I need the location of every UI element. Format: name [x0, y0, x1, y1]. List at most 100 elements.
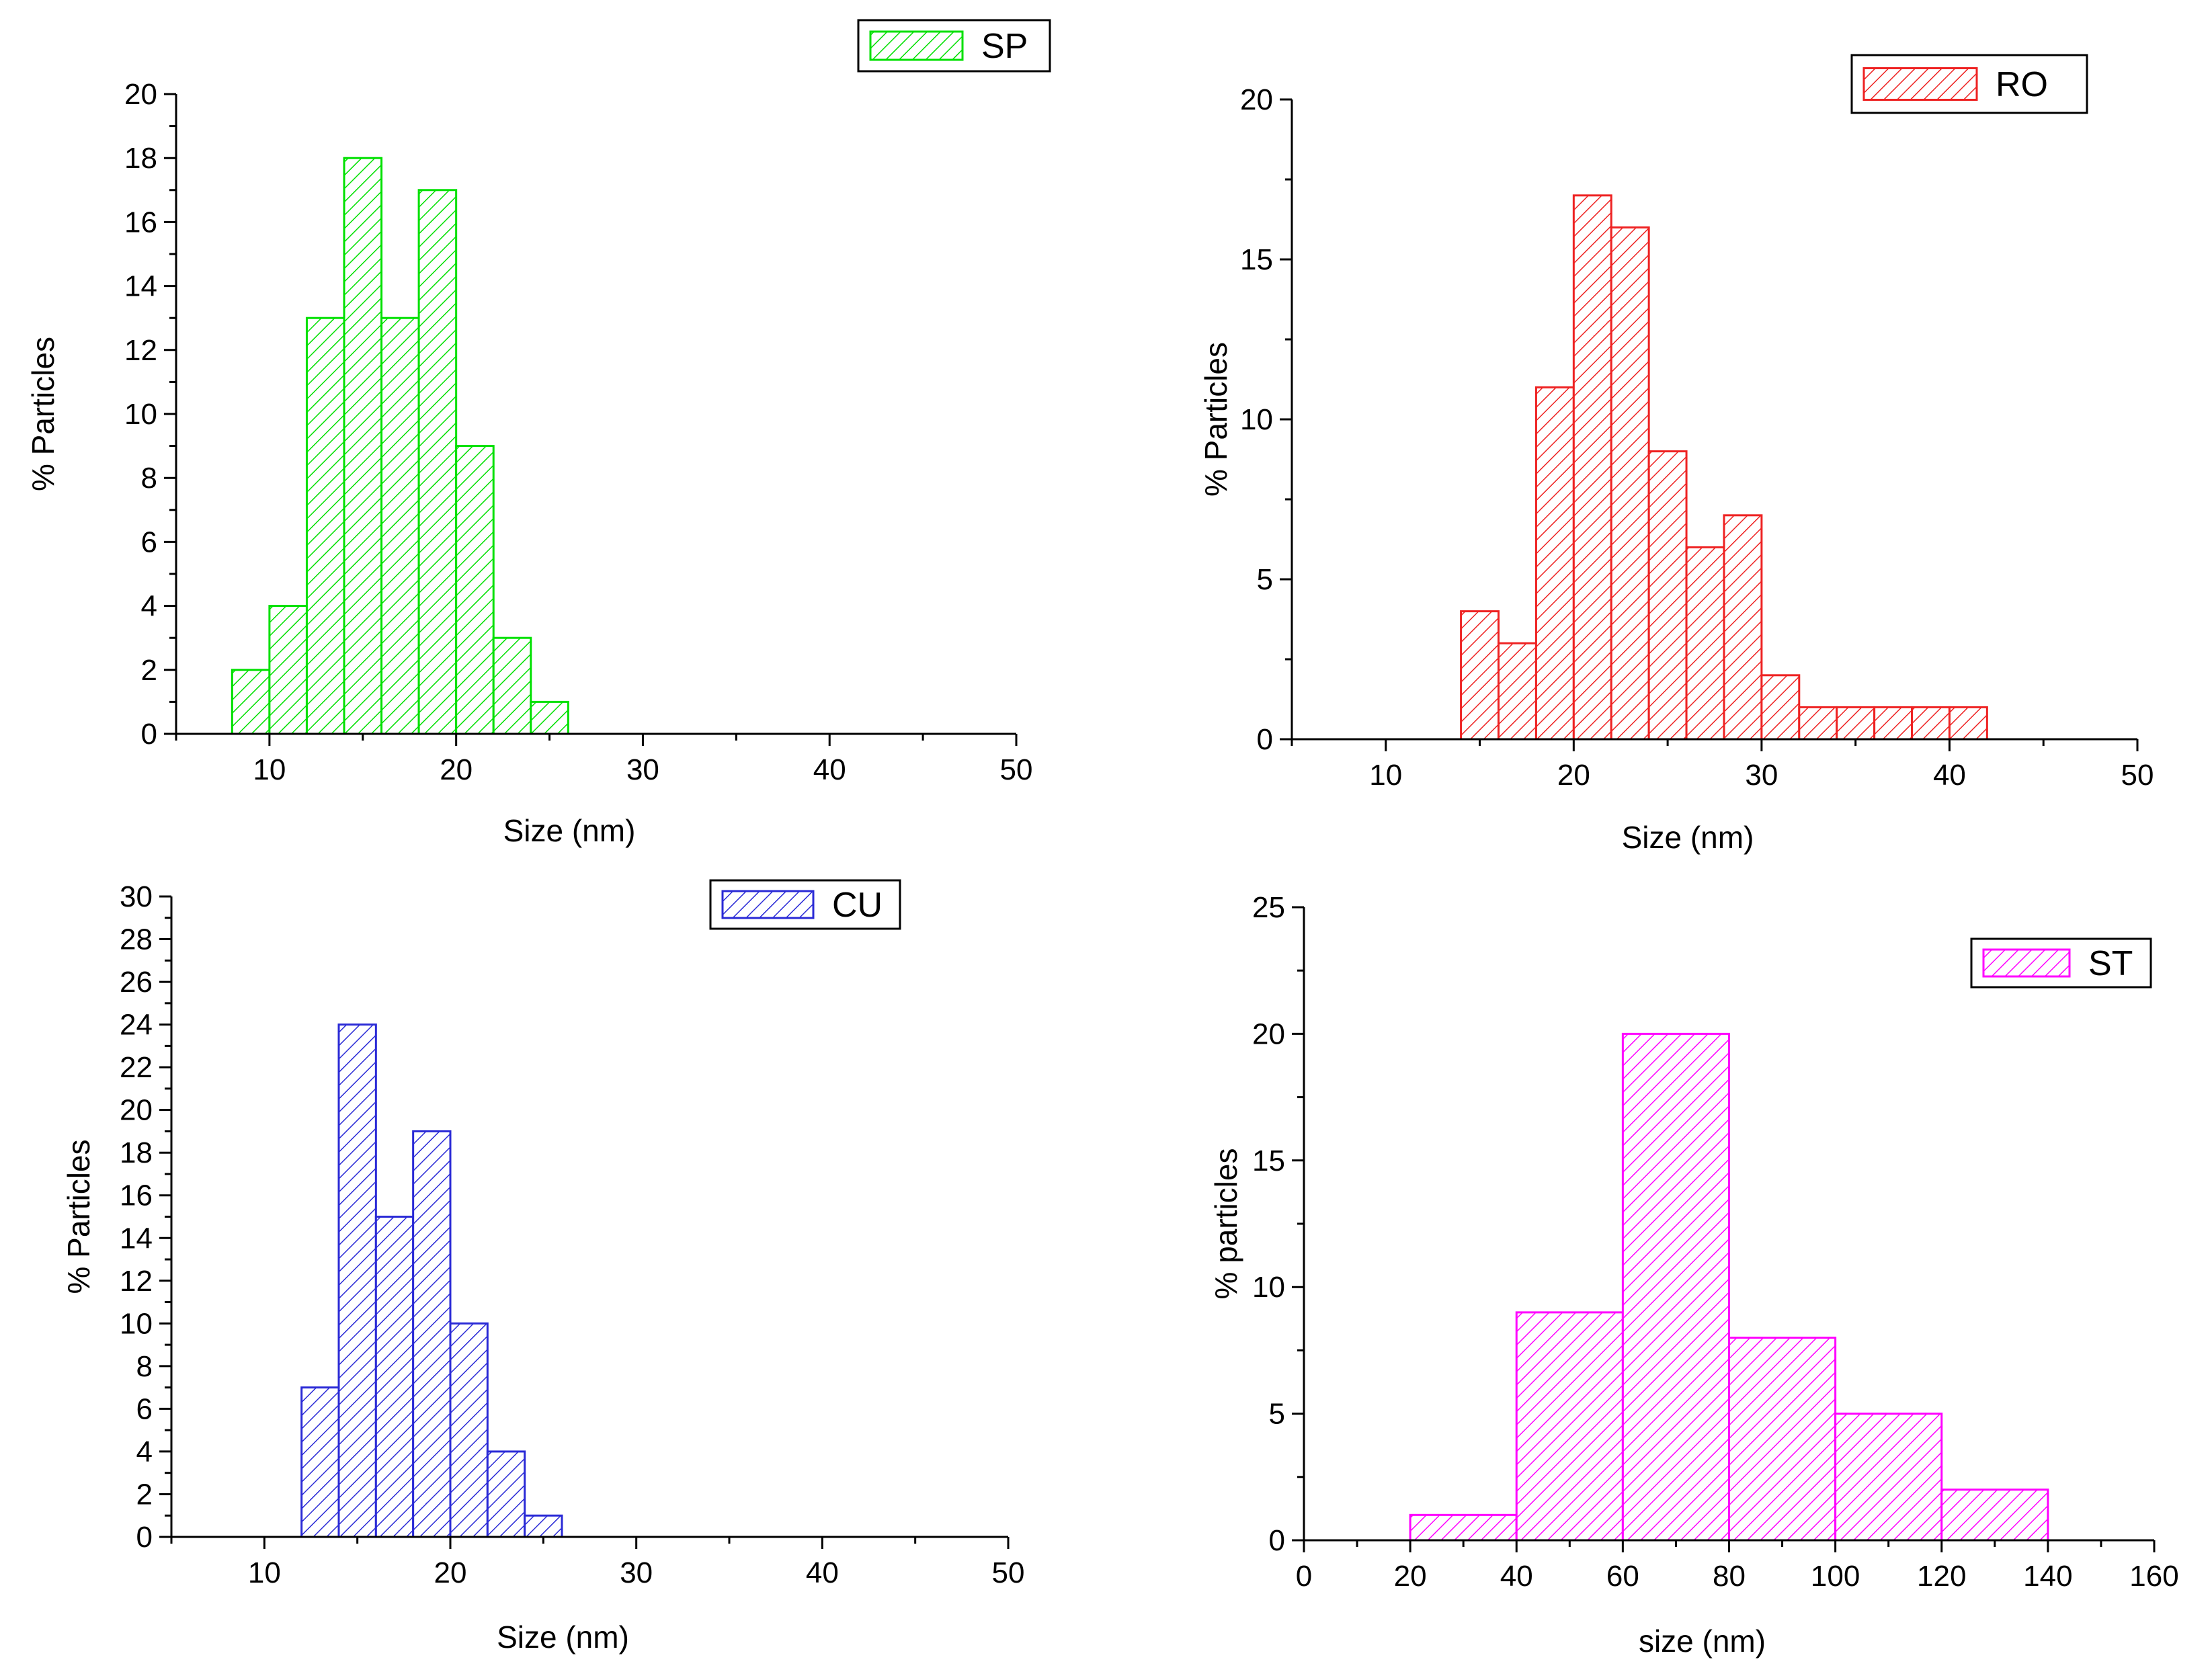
legend-swatch	[721, 890, 815, 919]
legend-label: CU	[832, 886, 883, 925]
x-tick-label: 120	[1917, 1560, 1966, 1593]
bar-10	[1836, 706, 1876, 741]
x-tick-label: 40	[806, 1556, 839, 1589]
x-tick-label: 50	[1000, 753, 1033, 786]
x-tick-label: 10	[253, 753, 286, 786]
y-tick-label: 20	[1252, 1017, 1285, 1050]
bar-0	[1460, 610, 1500, 741]
legend: RO	[1850, 54, 2088, 114]
y-tick-label: 4	[141, 590, 157, 623]
bar-4	[380, 317, 420, 735]
bar-0	[1409, 1513, 1518, 1542]
x-tick-label: 30	[620, 1556, 653, 1589]
bar-6	[524, 1514, 563, 1538]
y-tick-label: 8	[141, 462, 157, 495]
bar-group	[1409, 1032, 2049, 1542]
legend-swatch	[869, 30, 964, 61]
bar-5	[417, 189, 458, 735]
x-tick-label: 40	[1500, 1560, 1533, 1593]
bar-5	[1647, 450, 1688, 741]
y-tick-label: 14	[124, 270, 157, 303]
y-tick-label: 6	[141, 526, 157, 558]
x-tick-label: 30	[626, 753, 659, 786]
bar-7	[492, 636, 532, 735]
legend-label: RO	[1996, 65, 2048, 104]
bar-7	[1723, 514, 1763, 741]
y-tick-label: 0	[1257, 723, 1273, 756]
bar-8	[1760, 674, 1801, 741]
bar-4	[1834, 1413, 1943, 1542]
y-tick-label: 10	[1252, 1271, 1285, 1304]
x-tick-label: 20	[1394, 1560, 1427, 1593]
y-tick-label: 0	[1269, 1524, 1285, 1557]
y-tick-label: 5	[1257, 563, 1273, 596]
bar-group	[231, 157, 569, 735]
tick-labels: 0 5 10 15 20 25 0 20 40 60 80 100 120 140 160	[1252, 891, 2179, 1593]
bar-1	[337, 1023, 377, 1538]
bar-3	[343, 157, 383, 735]
y-tick-label: 12	[120, 1265, 153, 1298]
y-tick-label: 18	[120, 1136, 153, 1169]
bar-2	[1621, 1032, 1730, 1542]
bar-0	[300, 1386, 340, 1538]
y-tick-label: 15	[1252, 1144, 1285, 1177]
y-tick-label: 22	[120, 1051, 153, 1084]
y-tick-label: 25	[1252, 891, 1285, 924]
x-tick-label: 100	[1811, 1560, 1860, 1593]
legend: SP	[857, 19, 1051, 73]
legend-label: SP	[981, 27, 1028, 66]
bar-12	[1911, 706, 1951, 741]
axes	[164, 93, 1018, 746]
y-tick-label: 24	[120, 1009, 153, 1042]
y-axis-title: % Particles	[1198, 342, 1233, 497]
bar-9	[1798, 706, 1838, 741]
bar-8	[530, 700, 569, 735]
legend: ST	[1970, 937, 2152, 989]
bar-5	[1940, 1489, 2049, 1542]
y-tick-label: 30	[120, 880, 153, 913]
bar-0	[231, 669, 271, 735]
y-tick-label: 8	[136, 1350, 153, 1383]
y-tick-label: 20	[124, 78, 157, 111]
y-tick-label: 16	[124, 206, 157, 239]
x-tick-label: 60	[1606, 1560, 1639, 1593]
bar-2	[1534, 386, 1575, 741]
y-tick-label: 16	[120, 1179, 153, 1212]
x-tick-label: 20	[1557, 759, 1590, 792]
bar-3	[412, 1130, 452, 1538]
histogram-panel-sp: 0 2 4 6 8 10 12 14 16 18 20 10 20 30 40 50 Size (nm) % …	[26, 19, 1051, 848]
bar-group	[300, 1023, 563, 1538]
bar-6	[455, 445, 495, 735]
y-axis-title: % particles	[1209, 1148, 1243, 1300]
legend-swatch	[1982, 948, 2071, 978]
histogram-panel-st: 0 5 10 15 20 25 0 20 40 60 80 100 120 140 160 size (nm…	[1209, 891, 2179, 1659]
x-tick-label: 140	[2023, 1560, 2072, 1593]
x-tick-label: 50	[992, 1556, 1025, 1589]
x-tick-label: 0	[1296, 1560, 1312, 1593]
bar-1	[1515, 1311, 1624, 1542]
y-axis-title: % Particles	[61, 1139, 96, 1294]
legend-label: ST	[2088, 944, 2133, 983]
y-tick-label: 10	[1240, 403, 1273, 436]
histogram-panel-ro: 0 5 10 15 20 10 20 30 40 50 Size (nm) % Particles…	[1198, 54, 2154, 855]
x-tick-label: 40	[1933, 759, 1966, 792]
bar-5	[486, 1450, 526, 1538]
legend-swatch	[1862, 67, 1978, 101]
y-tick-label: 28	[120, 923, 153, 956]
y-tick-label: 4	[136, 1435, 153, 1468]
y-tick-label: 2	[141, 654, 157, 687]
axes	[159, 895, 1010, 1549]
x-tick-label: 80	[1713, 1560, 1746, 1593]
y-tick-label: 15	[1240, 243, 1273, 276]
x-axis-title: Size (nm)	[503, 813, 636, 848]
x-axis-title: Size (nm)	[1622, 820, 1754, 855]
bar-11	[1873, 706, 1914, 741]
tick-labels: 0 2 4 6 8 10 12 14 16 18 20 10 20 30 40 50	[124, 78, 1032, 786]
x-tick-label: 50	[2121, 759, 2154, 792]
x-tick-label: 40	[813, 753, 846, 786]
axes	[1280, 98, 2139, 751]
y-tick-label: 18	[124, 142, 157, 175]
x-tick-label: 20	[440, 753, 473, 786]
